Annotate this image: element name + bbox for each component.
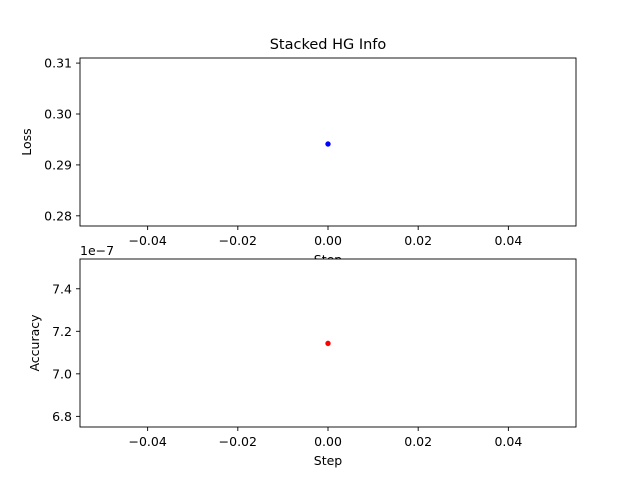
axes-1: −0.04−0.020.000.020.040.280.290.300.31St… bbox=[19, 56, 577, 267]
y-offset-text: 1e−7 bbox=[80, 243, 114, 258]
x-tick-label: 0.04 bbox=[494, 233, 522, 248]
figure-title: Stacked HG Info bbox=[270, 37, 387, 53]
data-point bbox=[325, 340, 331, 347]
y-tick-label: 0.28 bbox=[44, 208, 72, 223]
x-tick-label: −0.04 bbox=[128, 434, 166, 449]
y-tick-label: 7.4 bbox=[52, 281, 72, 296]
x-tick-label: −0.02 bbox=[219, 233, 257, 248]
y-tick-label: 7.2 bbox=[52, 324, 72, 339]
axes-2: −0.04 −0.02 0.00 0.02 0.04 6.8 7.0 7.2 7.4 Step Ac… bbox=[27, 243, 577, 468]
y-tick-label: 0.31 bbox=[44, 56, 72, 71]
x-tick-label: 0.02 bbox=[404, 233, 432, 248]
x-tick-label: −0.02 bbox=[219, 434, 257, 449]
x-tick-label: 0.04 bbox=[494, 434, 522, 449]
y-tick-label: 0.29 bbox=[44, 157, 72, 172]
x-tick-label: 0.02 bbox=[404, 434, 432, 449]
x-axis-label: Step bbox=[314, 453, 343, 468]
x-tick-label: 0.00 bbox=[314, 233, 342, 248]
y-tick-label: 0.30 bbox=[44, 107, 72, 122]
y-axis-label: Loss bbox=[19, 128, 34, 155]
x-tick-label: −0.04 bbox=[128, 233, 166, 248]
data-point bbox=[325, 141, 331, 147]
y-tick-label: 7.0 bbox=[52, 366, 72, 381]
x-tick-label: 0.00 bbox=[314, 434, 342, 449]
y-axis-label: Accuracy bbox=[27, 314, 42, 372]
y-tick-label: 6.8 bbox=[52, 409, 72, 424]
